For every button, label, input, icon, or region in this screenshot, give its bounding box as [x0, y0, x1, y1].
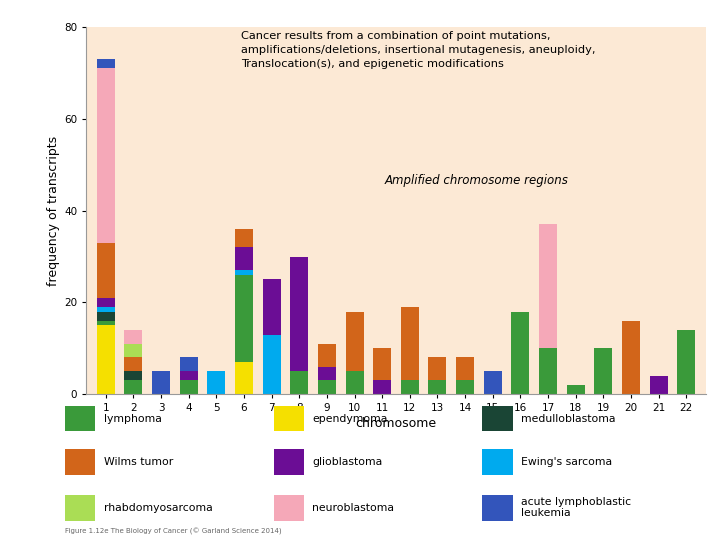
Bar: [96, 325, 114, 394]
Bar: [96, 321, 114, 325]
Text: Cancer results from a combination of point mutations,
amplifications/deletions, : Cancer results from a combination of poi…: [241, 31, 595, 70]
Bar: [401, 307, 419, 380]
Bar: [456, 380, 474, 394]
Bar: [622, 321, 640, 394]
Bar: [346, 372, 364, 394]
Bar: [235, 247, 253, 270]
Bar: [180, 380, 198, 394]
Bar: [180, 372, 198, 380]
Bar: [96, 59, 114, 68]
Bar: [125, 380, 143, 394]
Bar: [649, 376, 667, 394]
Bar: [678, 330, 696, 394]
Bar: [235, 229, 253, 247]
Bar: [96, 69, 114, 243]
Text: neuroblastoma: neuroblastoma: [312, 503, 395, 512]
Bar: [96, 307, 114, 312]
Text: lymphoma: lymphoma: [104, 414, 161, 423]
Text: ependymoma: ependymoma: [312, 414, 388, 423]
Bar: [152, 372, 170, 394]
Bar: [318, 367, 336, 380]
Text: Wilms tumor: Wilms tumor: [104, 457, 173, 467]
Bar: [125, 372, 143, 380]
Text: medulloblastoma: medulloblastoma: [521, 414, 616, 423]
Bar: [539, 225, 557, 348]
Bar: [373, 348, 391, 380]
Bar: [318, 344, 336, 367]
Bar: [456, 357, 474, 380]
Bar: [290, 256, 308, 372]
Text: glioblastoma: glioblastoma: [312, 457, 383, 467]
Text: Ewing's sarcoma: Ewing's sarcoma: [521, 457, 613, 467]
Bar: [125, 357, 143, 372]
Bar: [263, 334, 281, 394]
Bar: [428, 357, 446, 380]
Bar: [125, 343, 143, 357]
Bar: [539, 348, 557, 394]
Bar: [511, 312, 529, 394]
Bar: [594, 348, 612, 394]
Bar: [263, 280, 281, 334]
Bar: [346, 312, 364, 372]
Bar: [484, 372, 502, 394]
Bar: [235, 271, 253, 275]
Text: rhabdomyosarcoma: rhabdomyosarcoma: [104, 503, 212, 512]
Bar: [401, 380, 419, 394]
Bar: [180, 357, 198, 372]
Text: Amplified chromosome regions: Amplified chromosome regions: [384, 174, 568, 187]
X-axis label: chromosome: chromosome: [356, 417, 436, 430]
Bar: [96, 298, 114, 307]
Bar: [290, 372, 308, 394]
Bar: [207, 372, 225, 394]
Bar: [567, 385, 585, 394]
Bar: [125, 330, 143, 343]
Bar: [373, 380, 391, 394]
Bar: [428, 380, 446, 394]
Text: acute lymphoblastic
leukemia: acute lymphoblastic leukemia: [521, 497, 631, 518]
Text: Figure 1.12e The Biology of Cancer (© Garland Science 2014): Figure 1.12e The Biology of Cancer (© Ga…: [65, 528, 282, 535]
Bar: [235, 275, 253, 362]
Bar: [96, 243, 114, 298]
Bar: [318, 380, 336, 394]
Y-axis label: frequency of transcripts: frequency of transcripts: [47, 136, 60, 286]
Bar: [235, 362, 253, 394]
Bar: [96, 312, 114, 321]
